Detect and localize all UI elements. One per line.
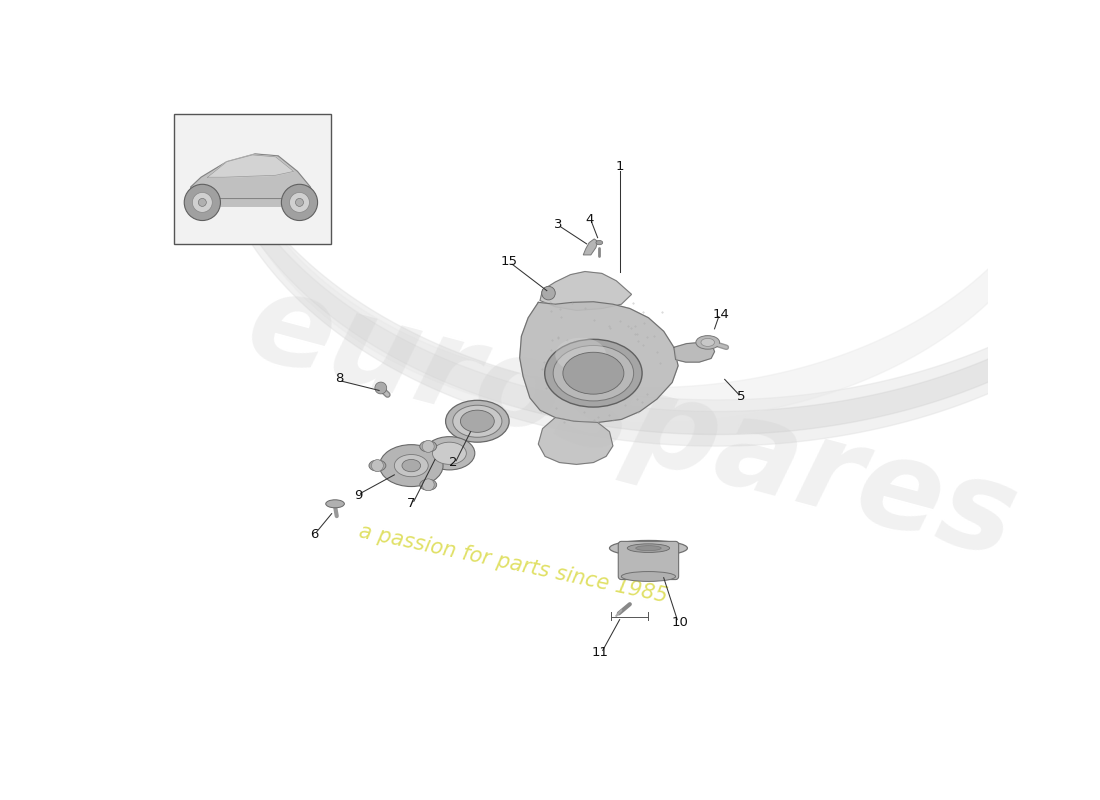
Polygon shape (190, 154, 315, 206)
Polygon shape (538, 418, 613, 464)
Polygon shape (208, 155, 294, 178)
Ellipse shape (424, 437, 475, 470)
Ellipse shape (636, 546, 661, 550)
Ellipse shape (420, 441, 437, 452)
Circle shape (198, 198, 207, 206)
Circle shape (375, 382, 387, 394)
Polygon shape (540, 271, 631, 310)
Ellipse shape (627, 544, 670, 553)
Text: 14: 14 (713, 307, 729, 321)
Ellipse shape (609, 541, 688, 556)
Polygon shape (519, 302, 678, 422)
Circle shape (422, 479, 435, 490)
Text: 2: 2 (450, 456, 458, 469)
Ellipse shape (563, 352, 624, 394)
Circle shape (192, 193, 212, 212)
Polygon shape (674, 342, 715, 362)
Ellipse shape (394, 454, 428, 477)
Circle shape (296, 198, 304, 206)
Text: 8: 8 (336, 372, 343, 386)
Text: eurospares: eurospares (234, 262, 1028, 583)
Ellipse shape (420, 479, 437, 490)
Ellipse shape (453, 406, 502, 438)
Ellipse shape (432, 442, 466, 464)
Ellipse shape (621, 571, 675, 582)
Text: 9: 9 (354, 490, 362, 502)
Ellipse shape (544, 339, 642, 407)
FancyBboxPatch shape (618, 542, 679, 579)
Text: a passion for parts since 1985: a passion for parts since 1985 (356, 522, 669, 606)
Text: 15: 15 (500, 255, 518, 268)
Ellipse shape (368, 460, 386, 471)
Ellipse shape (402, 459, 420, 472)
Circle shape (372, 460, 383, 471)
Circle shape (282, 184, 318, 221)
Text: 5: 5 (737, 390, 746, 403)
Ellipse shape (379, 445, 443, 486)
Circle shape (541, 286, 556, 300)
Text: 3: 3 (554, 218, 563, 231)
Ellipse shape (553, 346, 634, 401)
Circle shape (289, 193, 309, 212)
Ellipse shape (701, 338, 715, 346)
Circle shape (422, 441, 435, 452)
Text: 1: 1 (615, 160, 624, 173)
Ellipse shape (596, 241, 603, 245)
Ellipse shape (446, 400, 509, 442)
Ellipse shape (556, 338, 606, 372)
Circle shape (184, 184, 220, 221)
Ellipse shape (326, 500, 344, 508)
Text: 4: 4 (585, 214, 593, 226)
Text: 11: 11 (592, 646, 608, 659)
Ellipse shape (461, 410, 494, 432)
Text: 10: 10 (671, 615, 689, 629)
Text: 6: 6 (310, 528, 318, 541)
Ellipse shape (696, 336, 719, 349)
Text: 7: 7 (407, 498, 416, 510)
Bar (174, 114, 331, 244)
Polygon shape (583, 239, 597, 255)
